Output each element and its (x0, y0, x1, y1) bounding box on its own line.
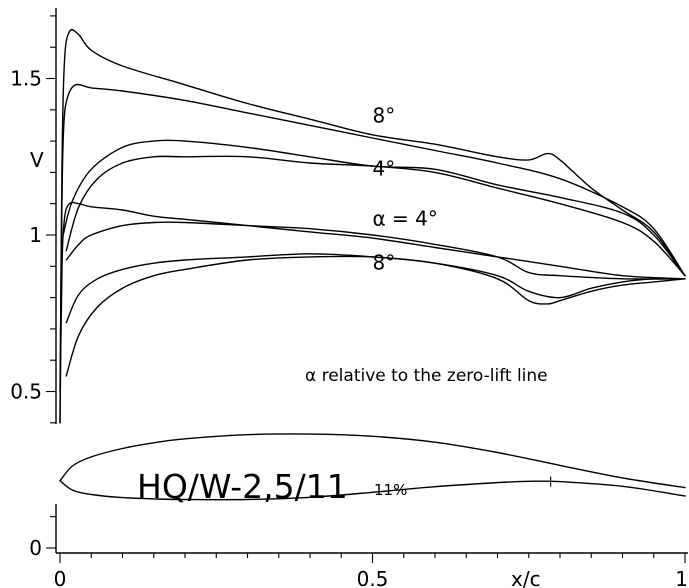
series-annotation: 4° (373, 157, 396, 181)
x-axis-label: x/c (511, 567, 541, 588)
velocity-curve-5 (59, 201, 686, 424)
velocity-curve-8 (65, 255, 686, 377)
chart-labels: V x/c α relative to the zero-lift line H… (30, 103, 548, 588)
y-tick-label: 0 (29, 536, 42, 560)
series-annotation: 8° (373, 103, 396, 127)
y-tick-label: 1.5 (10, 67, 42, 91)
axes: 0 0.5 1 0 0.5 1 1.5 (10, 8, 688, 588)
airfoil-thickness: 11% (374, 481, 407, 499)
x-tick-label: 0 (54, 567, 67, 588)
x-tick-label: 1 (675, 567, 688, 588)
alpha-note: α relative to the zero-lift line (305, 366, 548, 386)
y-axis-label: V (30, 148, 44, 172)
velocity-curve-3 (62, 139, 686, 277)
series-annotation: 8° (373, 250, 396, 274)
x-tick-label: 0.5 (357, 567, 389, 588)
velocity-curves (59, 28, 686, 424)
velocity-curve-1 (59, 28, 686, 424)
velocity-curve-6 (65, 221, 686, 280)
velocity-curve-4 (65, 155, 686, 277)
airfoil-profile (59, 433, 686, 501)
velocity-curve-2 (59, 83, 686, 393)
airfoil-upper-surface (59, 433, 686, 489)
airfoil-name: HQ/W-2,5/11 (137, 467, 348, 506)
y-tick-label: 1 (29, 223, 42, 247)
airfoil-lower-surface (59, 480, 686, 501)
y-tick-label: 0.5 (10, 380, 42, 404)
series-annotation: α = 4° (373, 207, 438, 231)
